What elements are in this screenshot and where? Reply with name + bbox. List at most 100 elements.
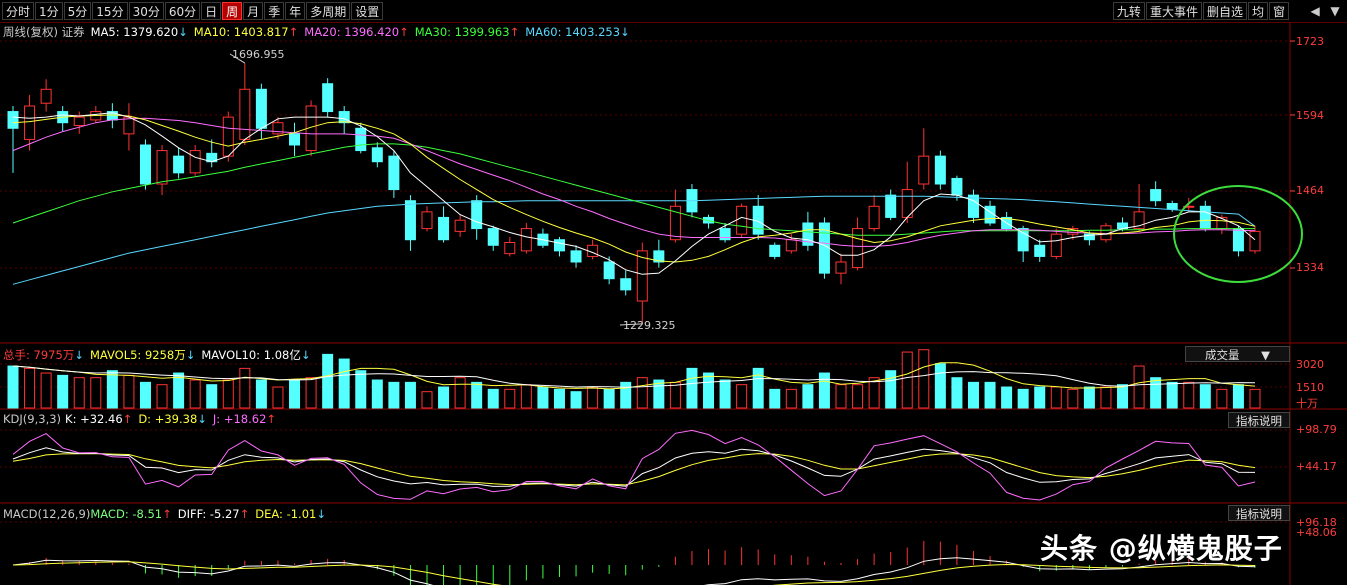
candle-body [1133, 211, 1145, 230]
candle-body [703, 216, 715, 224]
candle-body [835, 261, 847, 274]
candle-body [1183, 205, 1195, 208]
volume-bar [1083, 386, 1095, 409]
kdj-k-value: K: +32.46 [65, 412, 123, 426]
toolbar-arrows: ◀ ▼ [1307, 2, 1343, 20]
macd-diff-line [12, 557, 1256, 585]
tool-button-2[interactable]: 删自选 [1202, 2, 1247, 20]
volume-bar [1199, 384, 1211, 409]
volume-bar [703, 372, 715, 409]
tool-button-0[interactable]: 九转 [1112, 2, 1145, 20]
indicator-select-label: 成交量 [1204, 348, 1240, 362]
candle-body [570, 250, 582, 263]
macd-axis-label: +48.06 [1296, 526, 1337, 539]
ma10-dir-icon: ↑ [288, 25, 299, 39]
indicator-select-dropdown[interactable]: 成交量 ▼ [1185, 346, 1290, 362]
volume-bar [239, 367, 251, 409]
candle-body [255, 88, 267, 129]
period-tab-0[interactable]: 分时 [2, 2, 35, 20]
period-tab-8[interactable]: 月 [243, 2, 264, 20]
volume-bar [139, 381, 151, 409]
candle-body [769, 244, 781, 257]
period-tab-10[interactable]: 年 [285, 2, 306, 20]
period-tab-2[interactable]: 5分 [63, 2, 92, 20]
volume-axis-label: 1510 [1296, 381, 1324, 394]
macd-axis-label: +96.18 [1296, 516, 1337, 529]
period-tab-1[interactable]: 1分 [35, 2, 63, 20]
price-axis-label: 1464 [1296, 184, 1324, 197]
macd-legend: MACD(12,26,9)MACD: -8.51↑ DIFF: -5.27↑ DEA… [3, 507, 332, 521]
volume-bar [173, 372, 185, 409]
candle-body [471, 200, 483, 230]
candle-body [421, 211, 433, 230]
period-tab-5[interactable]: 60分 [164, 2, 201, 20]
candle-body [73, 116, 85, 127]
ma20-line [12, 117, 1256, 247]
highlight-circle [1173, 185, 1303, 283]
mavol10-line [12, 365, 1256, 388]
volume-bar [438, 386, 450, 409]
candle-body [553, 239, 565, 252]
period-tabs: 分时 1分 5分 15分 30分 60分日周月季年多周期 设置 [2, 0, 384, 20]
candle-body [7, 111, 19, 129]
period-tab-6[interactable]: 日 [201, 2, 222, 20]
kdj-info-button[interactable]: 指标说明 [1228, 412, 1290, 428]
volume-bar [1133, 365, 1145, 409]
volume-bar [106, 370, 118, 409]
volume-bar [984, 381, 996, 409]
watermark: 头条 @纵横鬼股子 [1040, 532, 1283, 565]
candle-body [1249, 230, 1261, 252]
price-axis-label: 1723 [1296, 35, 1324, 48]
price-axis-label: 1334 [1296, 261, 1324, 274]
volume-bar [918, 349, 930, 409]
candle-body [1150, 189, 1162, 202]
kdj-d-value: D: +39.38 [138, 412, 198, 426]
volume-bar [1249, 388, 1261, 409]
period-tab-4[interactable]: 30分 [128, 2, 164, 20]
candle-body [885, 194, 897, 218]
volume-bar [587, 386, 599, 409]
macd-name: MACD(12,26,9) [3, 507, 91, 521]
volume-bar [90, 377, 102, 409]
candle-body [404, 200, 416, 241]
period-tab-9[interactable]: 季 [264, 2, 285, 20]
candle-body [156, 150, 168, 185]
volume-bar [371, 379, 383, 409]
candle-body [1216, 216, 1228, 230]
scroll-left-icon[interactable]: ◀ [1310, 4, 1320, 18]
candle-body [802, 222, 814, 246]
candle-body [1067, 228, 1079, 235]
volume-bar [1232, 384, 1244, 409]
candle-body [504, 242, 516, 255]
candle-body [918, 155, 930, 185]
period-tab-3[interactable]: 15分 [92, 2, 128, 20]
macd-info-button[interactable]: 指标说明 [1228, 505, 1290, 521]
tool-button-3[interactable]: 均 [1247, 2, 1268, 20]
period-tab-11[interactable]: 多周期 [306, 2, 351, 20]
kdj-k-line [12, 447, 1256, 487]
volume-bar [951, 377, 963, 409]
volume-bar [289, 379, 301, 409]
macd-dir-icon: ↑ [162, 507, 172, 521]
candle-body [371, 147, 383, 163]
ma20-value: MA20: 1396.420 [304, 25, 400, 39]
low-pointer [619, 323, 643, 326]
candle-body [222, 116, 234, 157]
candle-body [139, 144, 151, 185]
tool-button-4[interactable]: 窗 [1268, 2, 1289, 20]
volume-legend: 总手: 7975万↓ MAVOL5: 9258万↓ MAVOL10: 1.08亿↓ [3, 347, 316, 363]
candle-body [1232, 228, 1244, 252]
volume-bar [636, 377, 648, 409]
period-tab-12[interactable]: 设置 [351, 2, 384, 20]
dropdown-icon[interactable]: ▼ [1330, 4, 1340, 18]
volume-bar [388, 381, 400, 409]
tool-button-1[interactable]: 重大事件 [1145, 2, 1202, 20]
volume-bar [570, 391, 582, 409]
volume-bar [123, 374, 135, 409]
volume-bar [1034, 386, 1046, 409]
candle-body [984, 205, 996, 224]
period-tab-7[interactable]: 周 [222, 2, 243, 20]
ma30-value: MA30: 1399.963 [414, 25, 510, 39]
volume-bar [785, 388, 797, 409]
